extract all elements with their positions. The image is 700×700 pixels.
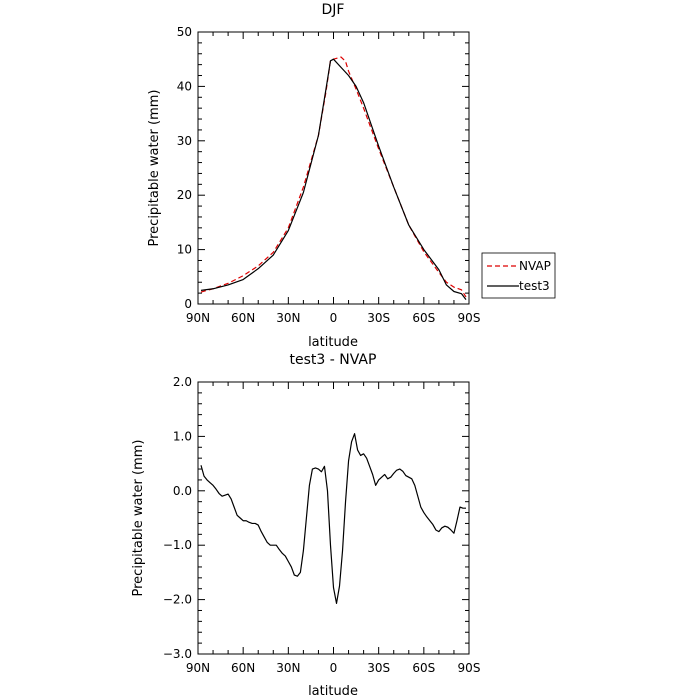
bottom-ytick-label: −1.0 — [163, 538, 192, 552]
top-ytick-label: 10 — [177, 243, 192, 257]
bottom-xtick-label: 30S — [367, 661, 390, 675]
bottom-xtick-label: 60N — [231, 661, 255, 675]
top-series-group — [200, 56, 467, 301]
bottom-xtick-label: 30N — [276, 661, 300, 675]
bottom-xtick-label: 60S — [412, 661, 435, 675]
top-axes: 90N 60N 30N 0 30S 60S 90S 0 10 20 30 40 50 — [177, 25, 481, 325]
top-series-line-test3 — [200, 58, 467, 301]
bottom-title: test3 - NVAP — [290, 352, 377, 368]
top-title: DJF — [322, 2, 345, 18]
legend-box — [481, 252, 556, 299]
top-plot-frame — [197, 31, 470, 305]
bottom-xlabel: latitude — [308, 684, 358, 699]
bottom-ytick-label: −3.0 — [163, 647, 192, 661]
bottom-ylabel: Precipitable water (mm) — [131, 440, 146, 597]
top-ytick-label: 20 — [177, 188, 192, 202]
bottom-xtick-label: 90S — [458, 661, 481, 675]
bottom-ytick-label: 1.0 — [173, 429, 192, 443]
top-xtick-label: 90S — [458, 311, 481, 325]
bottom-ytick-label: 2.0 — [173, 375, 192, 389]
bottom-axes: 90N 60N 30N 0 30S 60S 90S −3.0 −2.0 −1.0 0.0 1.0 2.0 — [163, 375, 481, 675]
panel-bottom: test3 - NVAP 90N 60N 30N 0 30S 60S 90S −3.0 −2.0… — [131, 352, 480, 699]
bottom-ytick-label: 0.0 — [173, 484, 192, 498]
top-ytick-label: 40 — [177, 79, 192, 93]
bottom-plot-frame — [197, 381, 470, 655]
top-ytick-label: 0 — [184, 297, 192, 311]
top-ylabel: Precipitable water (mm) — [147, 90, 162, 247]
legend: NVAP test3 — [481, 252, 556, 299]
bottom-ytick-label: −2.0 — [163, 593, 192, 607]
top-ytick-label: 50 — [177, 25, 192, 39]
bottom-xtick-label: 0 — [330, 661, 338, 675]
panel-top: DJF 90N 60N 30N 0 30S 60S 90S 0 10 20 30 40 50 latit… — [147, 2, 556, 350]
bottom-series-line-diff — [200, 433, 466, 605]
top-xtick-label: 60N — [231, 311, 255, 325]
legend-label-test3: test3 — [519, 279, 550, 293]
bottom-series-group — [200, 433, 466, 605]
top-series-line-nvap — [200, 56, 467, 298]
bottom-xtick-label: 90N — [186, 661, 210, 675]
top-xlabel: latitude — [308, 335, 358, 350]
top-xtick-label: 90N — [186, 311, 210, 325]
top-ytick-label: 30 — [177, 134, 192, 148]
top-xtick-label: 60S — [412, 311, 435, 325]
top-xtick-label: 30S — [367, 311, 390, 325]
legend-label-nvap: NVAP — [519, 259, 551, 273]
top-xtick-label: 0 — [330, 311, 338, 325]
top-xtick-label: 30N — [276, 311, 300, 325]
